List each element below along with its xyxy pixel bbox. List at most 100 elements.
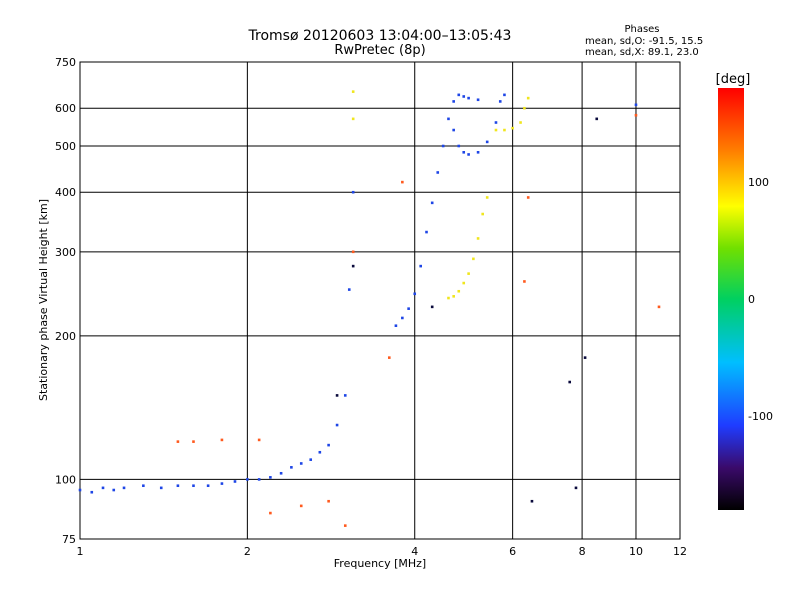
- y-axis-label: Stationary phase Virtual Height [km]: [37, 199, 50, 401]
- y-tick-label: 600: [55, 102, 76, 115]
- data-point: [462, 95, 466, 98]
- data-point: [351, 90, 355, 93]
- phase-x-stats: mean, sd,X: 89.1, 23.0: [585, 47, 699, 58]
- data-point: [485, 140, 489, 144]
- data-point: [351, 264, 355, 268]
- data-point: [351, 250, 355, 254]
- data-point: [467, 272, 470, 275]
- data-point: [299, 462, 303, 465]
- data-point: [568, 380, 572, 384]
- phase-o-stats: mean, sd,O: -91.5, 15.5: [585, 36, 703, 47]
- data-point: [447, 117, 450, 121]
- data-point: [112, 488, 116, 492]
- x-axis-label: Frequency [MHz]: [334, 557, 426, 570]
- data-point: [419, 264, 422, 268]
- data-point: [430, 305, 434, 309]
- data-point: [206, 484, 210, 488]
- data-point: [476, 151, 480, 154]
- x-tick-label: 10: [629, 545, 643, 558]
- y-tick-label: 400: [55, 186, 76, 199]
- data-point: [583, 356, 587, 359]
- data-point: [394, 324, 398, 328]
- chart-title: Tromsø 20120603 13:04:00–13:05:43: [248, 28, 512, 44]
- data-point: [530, 499, 534, 503]
- data-point: [595, 117, 599, 121]
- data-point: [467, 153, 470, 156]
- x-tick-label: 2: [244, 545, 251, 558]
- data-point: [318, 450, 322, 454]
- data-point: [351, 190, 355, 194]
- x-tick-label: 6: [509, 545, 516, 558]
- data-point: [246, 478, 249, 481]
- colorbar-tick-label: 0: [748, 293, 755, 306]
- x-tick-label: 4: [411, 545, 418, 558]
- data-point: [574, 486, 578, 490]
- data-point: [425, 230, 428, 234]
- data-point: [220, 482, 224, 485]
- data-point: [447, 296, 450, 300]
- data-point: [634, 113, 638, 117]
- data-point: [494, 128, 498, 132]
- data-point: [335, 394, 339, 397]
- data-point: [462, 281, 466, 285]
- data-point: [299, 504, 303, 508]
- data-point: [457, 144, 461, 148]
- data-point: [452, 295, 455, 298]
- data-point: [401, 316, 404, 320]
- colorbar-label: [deg]: [716, 72, 751, 87]
- data-point: [634, 103, 638, 107]
- data-point: [457, 289, 461, 293]
- data-point: [78, 488, 82, 492]
- data-point: [526, 196, 530, 199]
- data-point: [657, 305, 661, 309]
- data-point: [122, 486, 126, 490]
- data-point: [430, 201, 434, 205]
- data-point: [457, 93, 461, 97]
- data-point: [387, 356, 391, 359]
- plot-frame: [79, 61, 681, 540]
- data-point: [401, 180, 404, 184]
- colorbar-tick-label: -100: [748, 410, 773, 423]
- data-point: [159, 486, 163, 490]
- data-point: [503, 93, 506, 97]
- y-tick-label: 100: [55, 473, 76, 486]
- data-point: [441, 144, 445, 148]
- data-point: [257, 438, 261, 442]
- data-point: [523, 280, 526, 283]
- data-point: [452, 128, 455, 132]
- data-point: [494, 121, 498, 124]
- data-point: [452, 100, 455, 103]
- data-point: [526, 96, 530, 100]
- data-point: [279, 471, 283, 475]
- x-tick-label: 12: [673, 545, 687, 558]
- data-point: [503, 128, 506, 132]
- data-point: [467, 96, 470, 100]
- data-point: [290, 466, 293, 469]
- data-point: [327, 443, 330, 447]
- data-point: [485, 196, 489, 199]
- data-point: [327, 499, 330, 503]
- data-point: [511, 126, 514, 130]
- data-point: [476, 237, 480, 240]
- data-point: [142, 484, 145, 488]
- data-point: [481, 212, 484, 216]
- x-tick-label: 1: [77, 545, 84, 558]
- data-point: [220, 438, 224, 442]
- data-point: [519, 121, 522, 124]
- data-point: [343, 394, 347, 397]
- y-tick-label: 750: [55, 56, 76, 69]
- data-point: [176, 440, 180, 443]
- data-point: [347, 288, 351, 291]
- x-axis-ticks: 1 2 4 6 8 10 12: [77, 545, 688, 558]
- data-point: [436, 171, 440, 174]
- data-point: [343, 524, 347, 527]
- colorbar: [718, 88, 744, 510]
- data-point: [462, 151, 466, 154]
- data-point: [90, 490, 94, 494]
- data-point: [498, 100, 502, 103]
- data-point: [101, 486, 105, 490]
- data-point: [269, 476, 272, 479]
- colorbar-ticks: 100 0 -100: [748, 176, 773, 423]
- data-point: [523, 106, 526, 110]
